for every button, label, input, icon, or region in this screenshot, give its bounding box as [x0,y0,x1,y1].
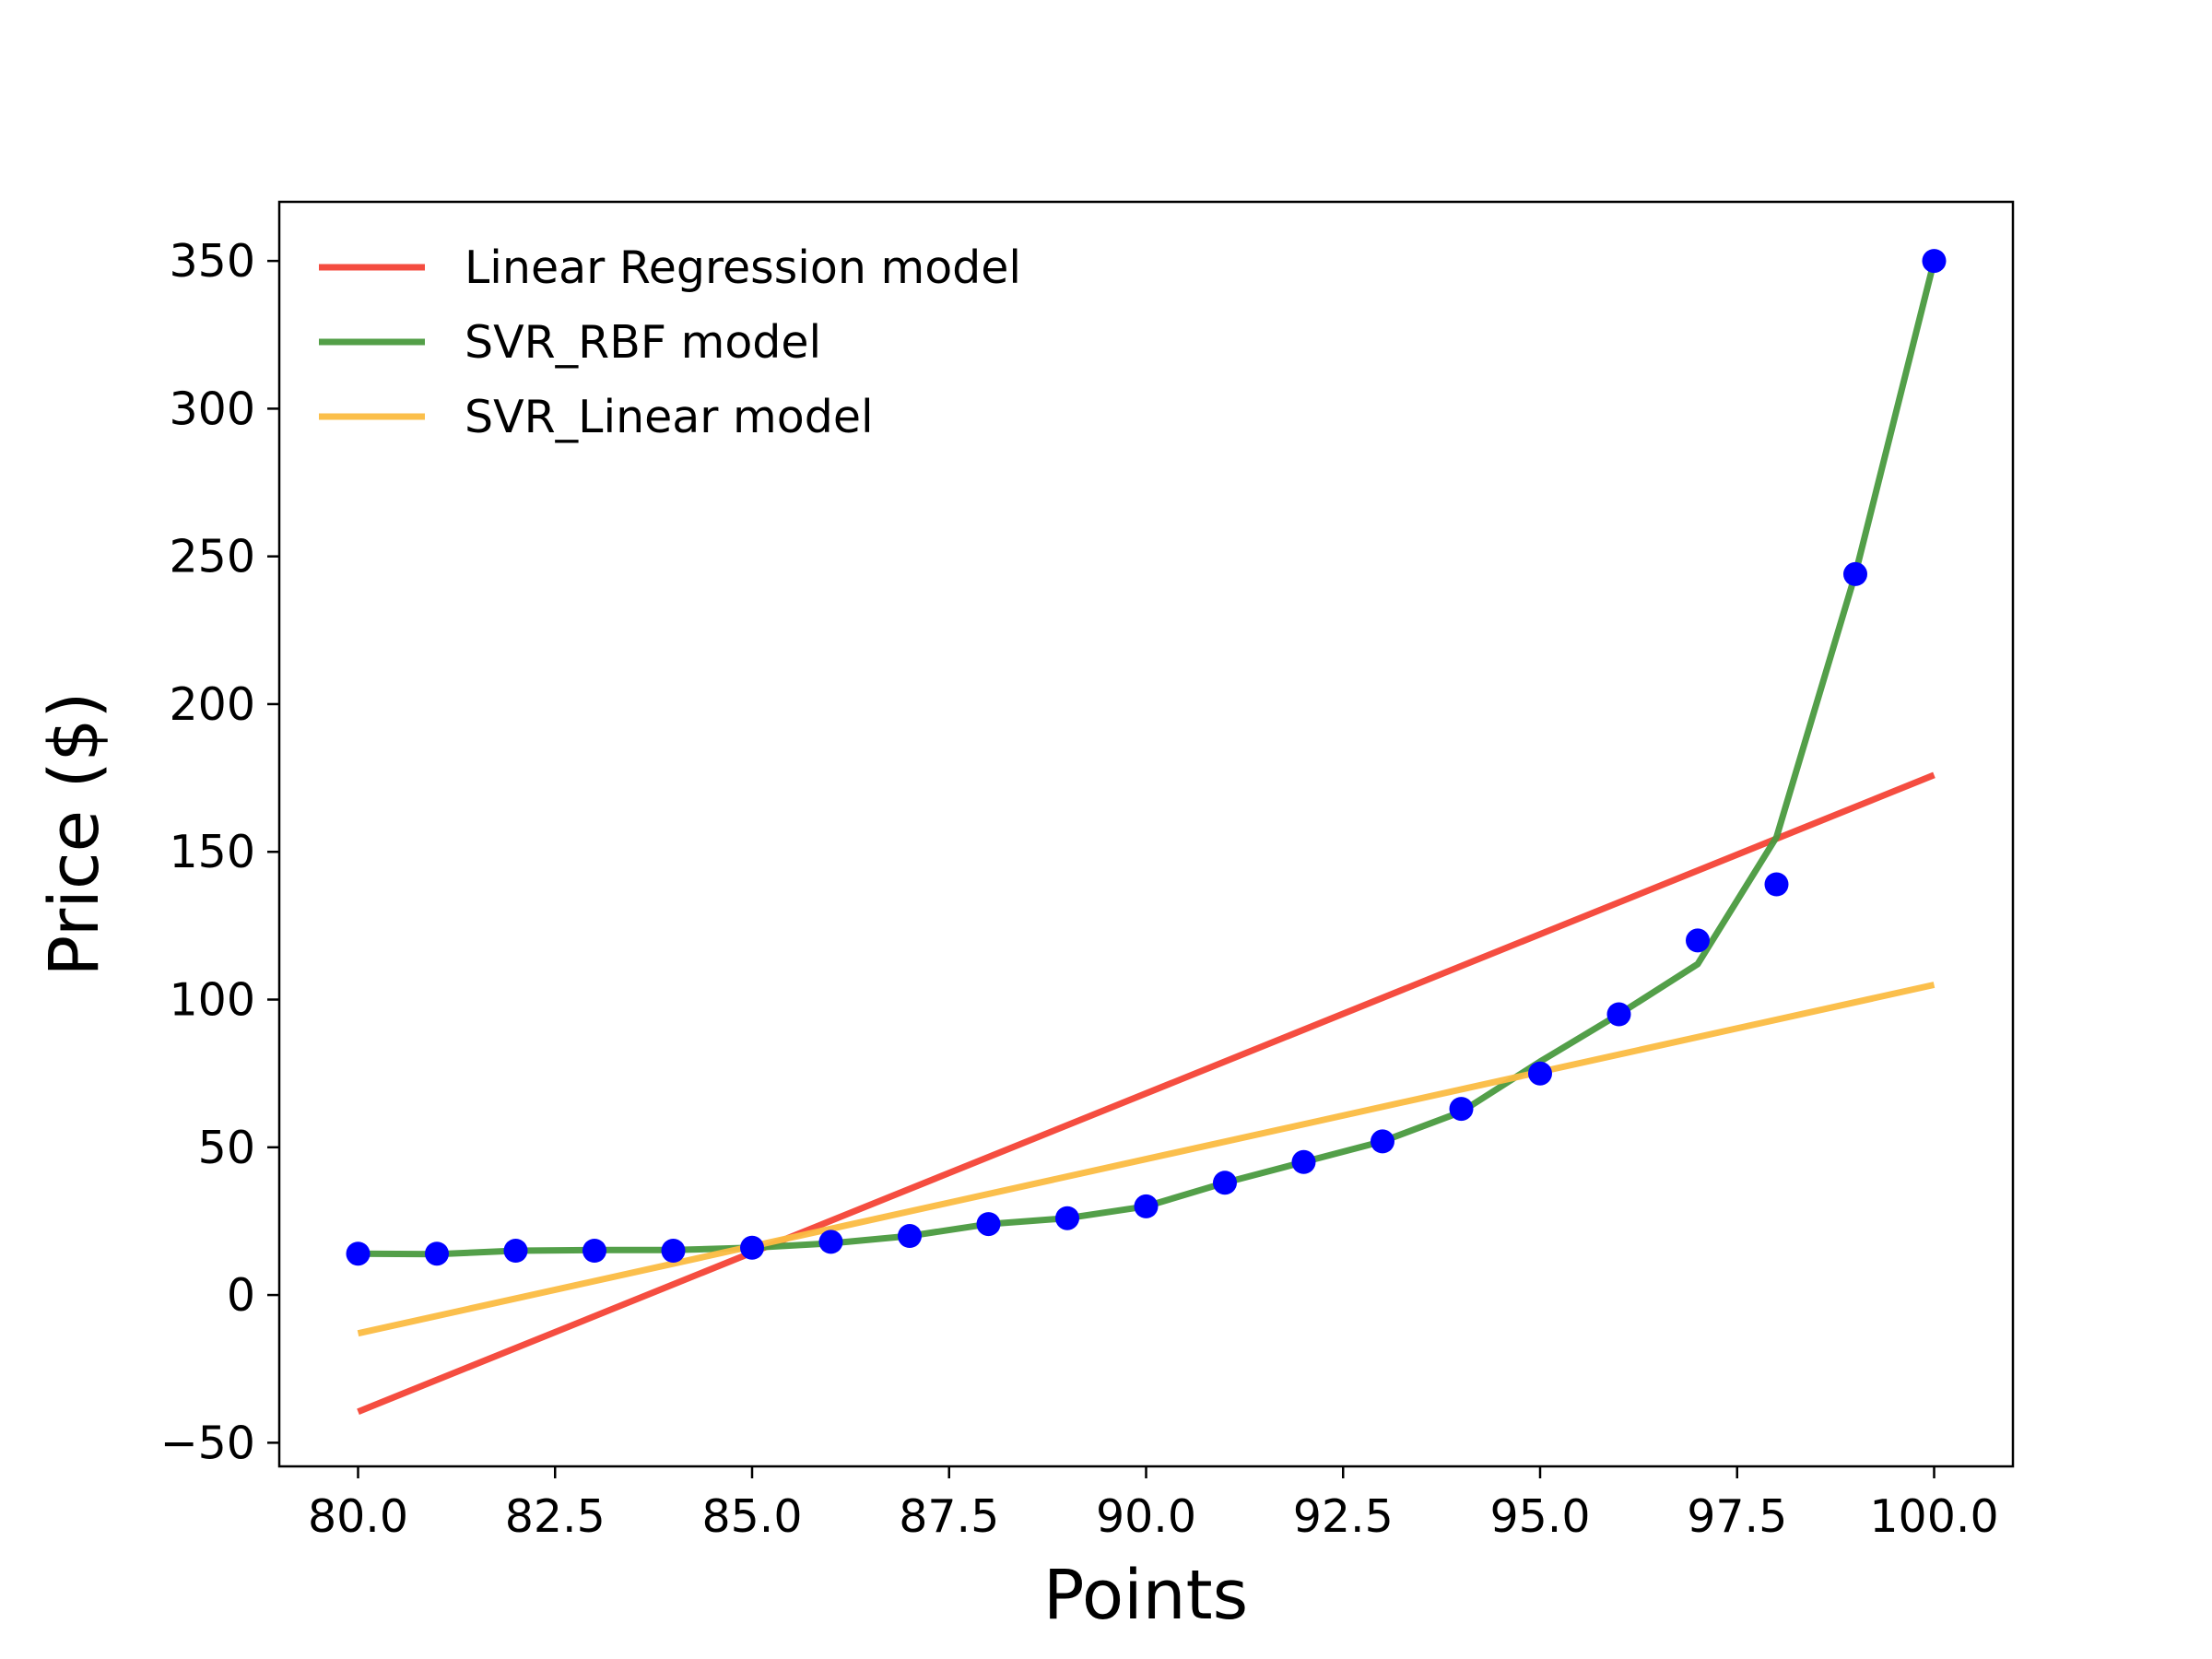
data-point [976,1212,1001,1237]
data-point [1291,1149,1316,1174]
y-tick-label: 200 [169,678,255,731]
data-point [1606,1002,1631,1027]
data-point [425,1241,449,1266]
y-tick-label: 100 [169,974,255,1027]
legend: Linear Regression model SVR_RBF model SVR_… [319,241,1021,443]
data-point [898,1224,922,1248]
data-point [1686,928,1710,953]
data-point [346,1241,371,1266]
data-point [1449,1097,1474,1122]
x-tick-label: 90.0 [1096,1490,1196,1543]
y-tick-label: 50 [198,1122,255,1174]
y-tick-label: 150 [169,826,255,878]
data-point [1528,1061,1552,1086]
y-tick-label: −50 [160,1417,255,1469]
y-ticks: −50 0 50 100 150 200 250 300 350 [160,235,279,1469]
x-axis-label: Points [1043,1556,1248,1635]
legend-label-svr-linear-model: SVR_Linear model [465,391,874,443]
data-point [1922,249,1947,274]
y-tick-label: 300 [169,382,255,435]
x-tick-label: 97.5 [1687,1490,1787,1543]
y-tick-label: 350 [169,235,255,288]
y-tick-label: 250 [169,531,255,583]
data-point [661,1239,686,1263]
x-tick-label: 87.5 [899,1490,999,1543]
x-tick-label: 100.0 [1869,1490,1998,1543]
x-tick-label: 92.5 [1293,1490,1394,1543]
x-tick-label: 82.5 [505,1490,606,1543]
series-line-linear-regression-model [357,771,1936,1415]
data-point [1843,561,1867,586]
legend-label-svr-rbf-model: SVR_RBF model [465,316,821,369]
x-tick-label: 85.0 [701,1490,802,1543]
data-point [582,1239,606,1263]
data-point [1764,872,1789,897]
y-axis-label: Price ($) [35,692,114,977]
x-ticks: 80.0 82.5 85.0 87.5 90.0 92.5 95.0 97.5 100.0 [308,1466,1999,1543]
data-point [1371,1129,1394,1154]
data-point [740,1235,764,1260]
data-point [1055,1206,1079,1230]
series-line-svr-linear-model [357,982,1936,1337]
data-point [503,1239,528,1263]
y-tick-label: 0 [227,1269,255,1322]
data-point [818,1230,843,1254]
data-point [1213,1171,1237,1195]
x-tick-label: 80.0 [308,1490,408,1543]
x-tick-label: 95.0 [1489,1490,1590,1543]
data-point [1134,1194,1159,1218]
scatter-layer [346,249,1947,1266]
legend-label-linear-regression-model: Linear Regression model [465,241,1021,294]
